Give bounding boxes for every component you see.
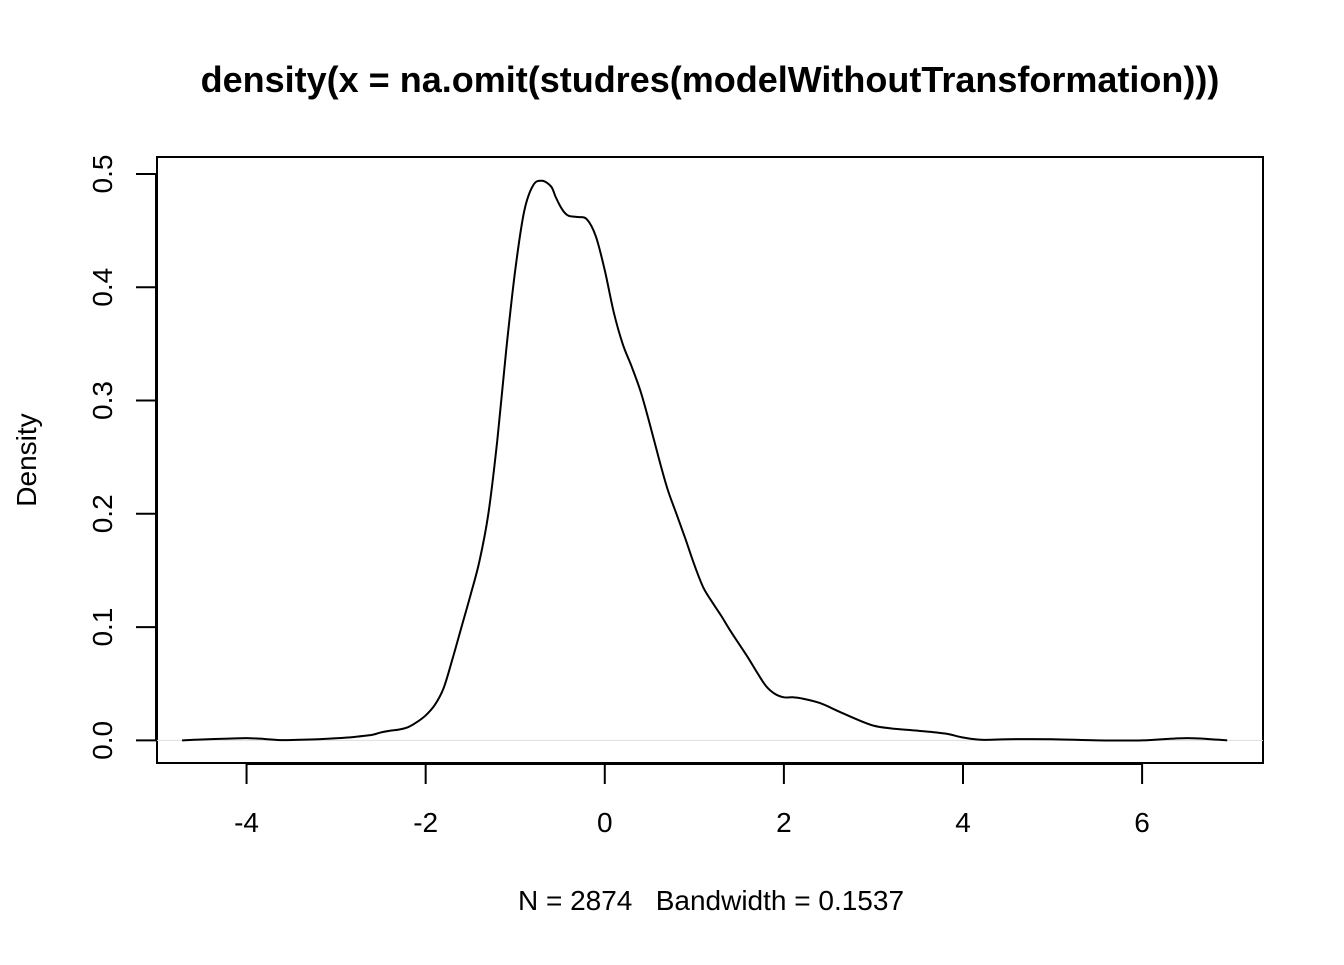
x-axis: -4 -2 0 2 4 6 (234, 763, 1150, 838)
x-tick-label: 0 (597, 807, 613, 838)
y-axis-label: Density (11, 413, 42, 506)
chart-title: density(x = na.omit(studres(modelWithout… (201, 59, 1220, 100)
x-tick-label: -4 (234, 807, 259, 838)
y-tick-label: 0.2 (87, 494, 118, 533)
series-layer (182, 179, 1228, 742)
plot-frame (156, 156, 1264, 764)
x-tick-label: 2 (776, 807, 792, 838)
x-tick-label: -2 (413, 807, 438, 838)
density-curve-line (182, 179, 1228, 742)
y-tick-label: 0.5 (87, 155, 118, 194)
y-tick-label: 0.4 (87, 268, 118, 307)
y-tick-label: 0.0 (87, 721, 118, 760)
y-tick-label: 0.1 (87, 608, 118, 647)
x-tick-label: 4 (955, 807, 971, 838)
y-axis: 0.0 0.1 0.2 0.3 0.4 0.5 (87, 155, 157, 760)
x-axis-label: N = 2874 Bandwidth = 0.1537 (518, 885, 904, 916)
y-tick-label: 0.3 (87, 381, 118, 420)
x-tick-label: 6 (1134, 807, 1150, 838)
